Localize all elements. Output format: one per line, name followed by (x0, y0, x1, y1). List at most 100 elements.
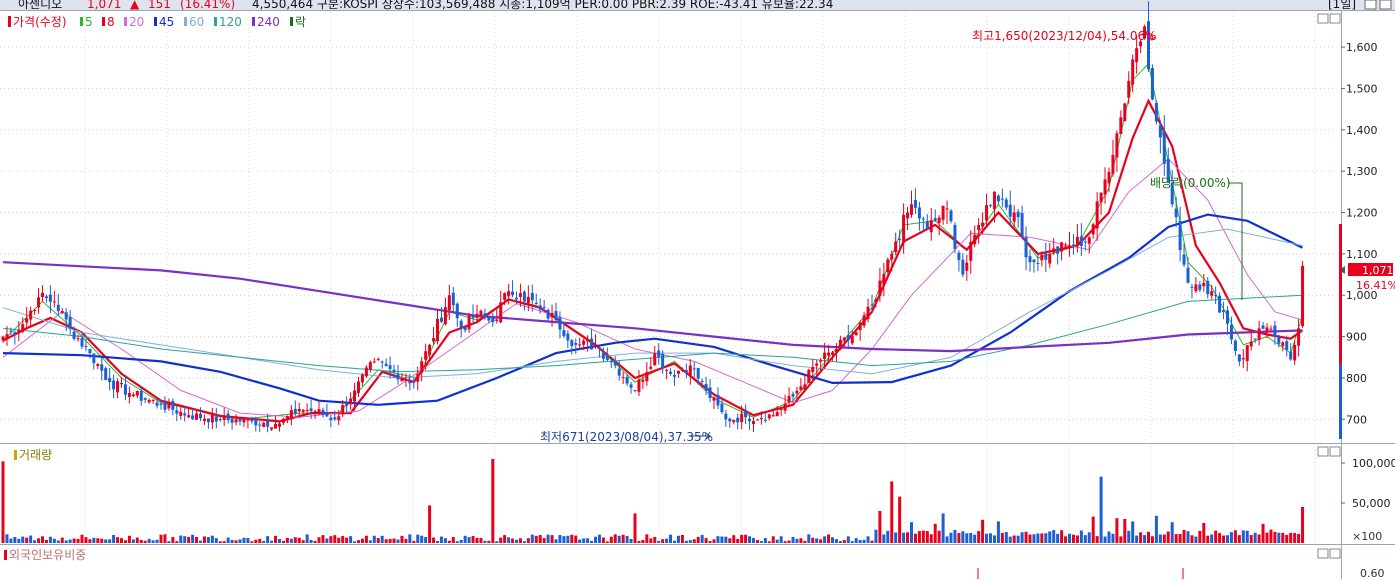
period-button[interactable]: [1일] (1328, 0, 1356, 11)
candle-body (76, 338, 80, 340)
candle-body (52, 301, 56, 303)
volume-bar (25, 537, 29, 543)
candle-body (1190, 286, 1194, 288)
volume-bar (601, 537, 605, 543)
volume-bar (609, 536, 613, 543)
volume-panel-min-icon[interactable] (1317, 446, 1329, 457)
price-panel-close-icon[interactable] (1329, 13, 1341, 24)
candle-body (1261, 325, 1265, 329)
volume-bar (416, 534, 420, 543)
price-tick-label: 900 (1346, 331, 1367, 344)
volume-bar (1202, 523, 1206, 543)
volume-bar (116, 537, 120, 543)
candle-body (230, 418, 234, 423)
legend-label: 20 (129, 15, 144, 29)
candle-body (13, 332, 17, 335)
volume-bar (941, 513, 945, 543)
candle-body (392, 369, 396, 372)
candle-body (1071, 244, 1075, 246)
volume-bar (202, 536, 206, 543)
volume-panel-close-icon[interactable] (1329, 446, 1341, 457)
volume-bar (281, 540, 285, 543)
volume-bar (641, 539, 645, 543)
volume-bar (763, 538, 767, 543)
candle-body (1170, 182, 1174, 205)
volume-bar (376, 538, 380, 543)
candle-body (838, 339, 842, 350)
candle-body (238, 418, 242, 422)
volume-bar (977, 531, 981, 543)
volume-bar (953, 529, 957, 543)
candle-body (815, 363, 819, 366)
legend-label: 락 (295, 15, 306, 29)
close-icon[interactable] (1379, 0, 1392, 10)
volume-bar (337, 537, 341, 543)
candle-body (353, 390, 357, 402)
volume-bar (127, 535, 131, 543)
candle-body (617, 368, 621, 376)
candle-body (925, 221, 929, 230)
volume-bar (234, 540, 238, 543)
foreign-panel-min-icon[interactable] (1317, 548, 1329, 559)
volume-bar (293, 537, 297, 543)
volume-bar (712, 539, 716, 543)
volume-bar (925, 531, 929, 543)
candle-body (337, 416, 341, 421)
volume-bar (1261, 523, 1265, 543)
candle-body (657, 350, 661, 357)
candle-body (206, 418, 210, 423)
volume-bar (1127, 530, 1131, 543)
volume-bar (996, 521, 1000, 543)
minimize-icon[interactable] (1364, 0, 1377, 10)
candle-body (653, 353, 657, 366)
candle-body (25, 318, 29, 323)
foreign-panel-close-icon[interactable] (1329, 548, 1341, 559)
candle-body (471, 314, 475, 319)
candle-body (357, 381, 360, 393)
volume-bar (684, 540, 688, 543)
candle-body (645, 372, 649, 382)
candle-body (854, 332, 858, 336)
candle-body (728, 418, 732, 422)
candle-body (1143, 26, 1147, 39)
volume-bar (617, 535, 621, 543)
candle-body (33, 310, 37, 312)
candle-body (1095, 201, 1099, 229)
price-panel-min-icon[interactable] (1317, 13, 1329, 24)
volume-bar (1000, 532, 1004, 543)
foreign-marker (4, 550, 7, 560)
candle-body (850, 335, 854, 344)
candle-body (597, 347, 601, 350)
volume-bar (791, 536, 795, 543)
volume-bar (724, 536, 728, 543)
volume-bar (123, 540, 127, 543)
candle-body (542, 306, 546, 308)
volume-bar (669, 534, 673, 543)
candle-body (250, 418, 254, 422)
candle-body (621, 377, 625, 379)
volume-bar (854, 538, 858, 543)
volume-unit: ×100 (1352, 530, 1382, 543)
volume-bar (779, 536, 783, 543)
volume-bar (507, 537, 511, 543)
volume-bar (246, 538, 250, 543)
candle-body (420, 361, 424, 373)
candle-body (412, 380, 416, 383)
candle-body (937, 217, 941, 223)
volume-bar (1135, 535, 1139, 543)
legend-swatch (184, 17, 187, 26)
candle-body (289, 410, 293, 419)
volume-bar (898, 496, 902, 543)
volume-bar (1277, 532, 1281, 543)
candle-body (1048, 253, 1052, 264)
candle-body (297, 408, 301, 412)
volume-bar (396, 539, 400, 543)
price-profile-down (1339, 364, 1342, 439)
candle-body (155, 402, 159, 406)
candle-body (325, 412, 329, 417)
volume-bar (680, 534, 684, 543)
volume-bar (96, 538, 100, 543)
volume-bar (210, 535, 214, 543)
